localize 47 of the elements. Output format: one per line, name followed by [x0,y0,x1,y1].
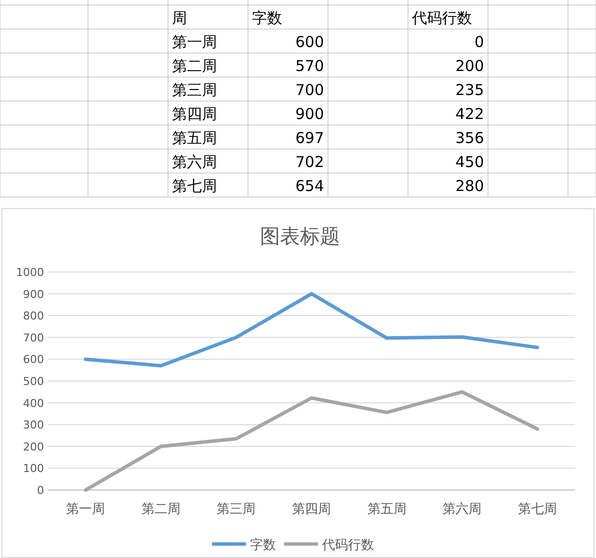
y-tick-label: 700 [23,331,44,344]
category-label: 第四周 [172,105,217,123]
x-tick-label: 第三周 [216,502,256,517]
data-label: 200 [455,57,484,75]
legend-label: 字数 [250,537,276,553]
y-tick-label: 200 [23,440,44,454]
line-series [84,292,540,368]
category-label: 第五周 [172,129,217,147]
data-label: 356 [455,129,484,147]
data-label: 235 [455,81,484,99]
y-tick-label: 0 [37,484,44,497]
y-tick-label: 400 [23,396,44,410]
text: 周 [172,9,187,27]
category-label: 第七周 [172,177,217,195]
x-tick-label: 第五周 [367,502,406,517]
y-tick-label: 300 [23,418,44,432]
x-tick-label: 第四周 [292,502,331,517]
data-label: 654 [295,177,324,195]
text: 代码行数 [411,9,472,27]
line-series [84,390,540,492]
data-label: 600 [295,33,324,51]
y-tick-label: 500 [23,375,44,388]
y-tick-label: 600 [23,353,44,366]
y-tick-label: 100 [23,462,44,476]
data-label: 280 [455,177,484,195]
data-label: 700 [295,81,324,99]
x-tick-label: 第一周 [66,502,106,517]
y-tick-label: 800 [23,310,44,323]
x-tick-label: 第二周 [141,502,180,517]
y-tick-label: 900 [23,288,44,301]
chart-title: 图表标题 [260,224,340,248]
category-label: 第二周 [172,57,217,75]
data-label: 702 [295,153,324,171]
category-label: 第一周 [172,33,217,51]
data-label: 900 [295,105,324,123]
data-label: 697 [295,129,324,147]
x-tick-label: 第七周 [518,502,557,517]
category-label: 第三周 [172,81,217,99]
data-label: 0 [474,33,484,51]
text: 字数 [252,9,282,27]
data-label: 450 [455,153,484,171]
data-label: 570 [295,57,324,75]
legend-label: 代码行数 [321,538,374,553]
data-label: 422 [455,105,484,123]
y-tick-label: 1000 [16,266,44,279]
x-tick-label: 第六周 [442,502,482,517]
category-label: 第六周 [172,153,217,171]
